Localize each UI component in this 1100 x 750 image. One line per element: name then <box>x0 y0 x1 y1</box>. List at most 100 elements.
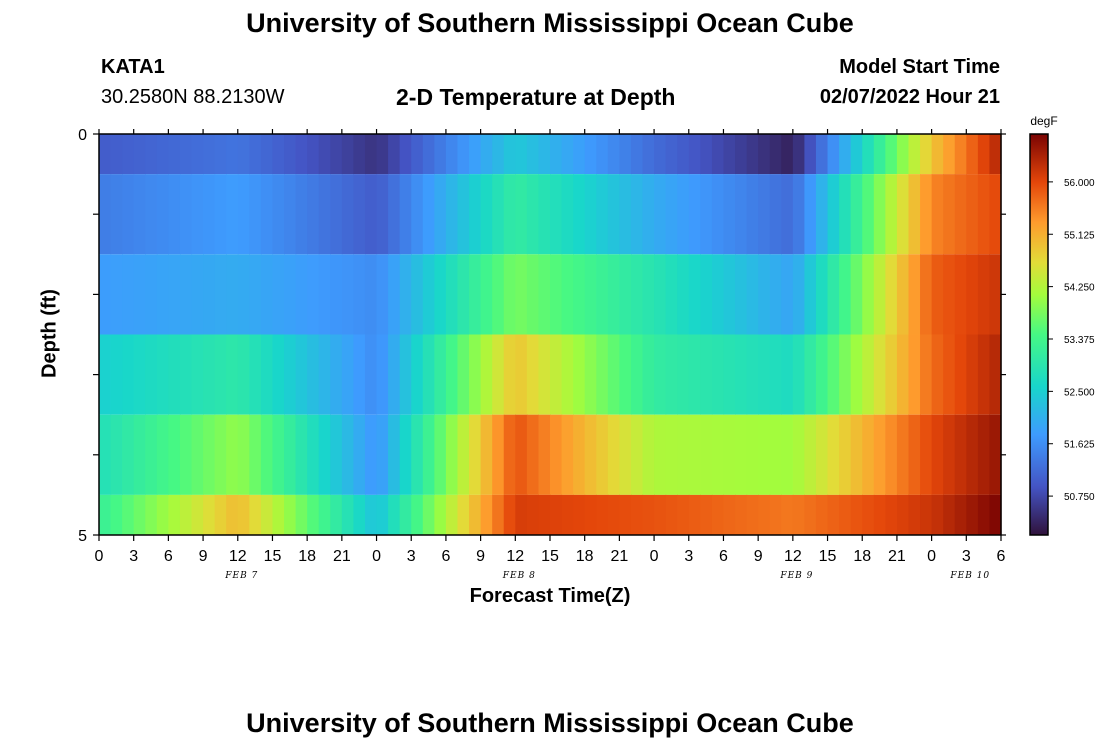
heat-cell <box>237 494 250 535</box>
heat-cell <box>989 174 1002 255</box>
heat-cell <box>226 254 239 335</box>
heat-cell <box>260 254 274 335</box>
heat-cell <box>364 134 378 175</box>
model-start-value: 02/07/2022 Hour 21 <box>819 86 1000 108</box>
heat-cell <box>977 414 991 495</box>
heat-cell <box>503 414 516 495</box>
heat-cell <box>330 134 343 175</box>
heat-cell <box>815 494 829 535</box>
heat-cell <box>550 134 563 175</box>
heat-cell <box>989 494 1002 535</box>
heat-cell <box>862 254 875 335</box>
heat-cell <box>156 254 169 335</box>
heat-cell <box>781 174 794 255</box>
heat-cell <box>99 174 112 255</box>
heat-cell <box>954 134 967 175</box>
heat-cell <box>422 174 435 255</box>
heat-cell <box>179 254 193 335</box>
date-labels: FEB 7 FEB 8 FEB 9 FEB 10 <box>224 571 989 581</box>
heat-cell <box>792 494 806 535</box>
heat-cell <box>677 174 690 255</box>
heat-cell <box>954 254 967 335</box>
heat-cell <box>758 414 771 495</box>
heat-cell <box>307 494 320 535</box>
heat-cell <box>815 134 829 175</box>
heat-cell <box>642 414 655 495</box>
heat-cell <box>630 494 644 535</box>
heat-cell <box>596 334 609 415</box>
heat-cell <box>411 494 424 535</box>
heat-cell <box>388 174 401 255</box>
heat-cell <box>839 174 852 255</box>
heat-cell <box>815 254 829 335</box>
heat-cell <box>827 334 840 415</box>
heat-cell <box>364 334 378 415</box>
heat-cell <box>700 334 713 415</box>
x-tick-label: 0 <box>372 548 381 565</box>
heat-cell <box>307 414 320 495</box>
x-tick-label: 0 <box>927 548 936 565</box>
heat-cell <box>654 494 667 535</box>
heat-cell <box>677 414 690 495</box>
heat-cell <box>688 134 701 175</box>
heat-cell <box>492 134 505 175</box>
heat-cell <box>723 174 736 255</box>
heat-cell <box>584 174 597 255</box>
heat-cell <box>503 134 516 175</box>
heat-cell <box>122 174 135 255</box>
heat-cell <box>700 254 713 335</box>
heat-cell <box>908 254 921 335</box>
colorbar-tick-label: 55.125 <box>1064 230 1095 241</box>
page-title-repeat: University of Southern Mississippi Ocean… <box>246 708 854 738</box>
heat-cell <box>966 134 979 175</box>
heat-cell <box>318 414 331 495</box>
heat-cell <box>422 494 435 535</box>
heat-cell <box>341 254 355 335</box>
heat-cell <box>226 494 239 535</box>
heat-cell <box>596 414 609 495</box>
heat-cell <box>457 254 470 335</box>
heat-cell <box>827 414 840 495</box>
heat-cell <box>399 414 412 495</box>
heat-cell <box>584 134 597 175</box>
heat-cell <box>781 134 794 175</box>
heat-cell <box>711 174 725 255</box>
heat-cell <box>908 134 921 175</box>
heat-cell <box>561 134 574 175</box>
heat-cell <box>469 334 482 415</box>
heat-cell <box>156 334 169 415</box>
heat-cell <box>873 414 886 495</box>
heat-cell <box>596 134 609 175</box>
heat-cell <box>989 334 1002 415</box>
heat-cell <box>249 494 262 535</box>
heat-cell <box>295 254 308 335</box>
heat-cell <box>931 174 944 255</box>
heat-cell <box>388 334 401 415</box>
heat-cell <box>688 254 701 335</box>
heat-cell <box>677 134 690 175</box>
heat-cell <box>353 134 366 175</box>
heat-cell <box>966 254 979 335</box>
heat-cell <box>711 254 725 335</box>
heat-cell <box>260 174 274 255</box>
heat-cell <box>122 414 135 495</box>
heat-cell <box>977 254 991 335</box>
heat-cell <box>584 414 597 495</box>
heat-cell <box>133 414 146 495</box>
heat-cell <box>711 134 725 175</box>
heat-cell <box>654 414 667 495</box>
heat-cell <box>989 254 1002 335</box>
chart-title: 2-D Temperature at Depth <box>396 84 676 110</box>
heat-cell <box>133 134 146 175</box>
heat-cell <box>769 174 782 255</box>
heat-cell <box>399 174 412 255</box>
heat-cell <box>249 254 262 335</box>
heat-cell <box>839 334 852 415</box>
colorbar-tick-label: 50.750 <box>1064 492 1095 503</box>
date-label: FEB 7 <box>224 571 258 581</box>
heat-cell <box>954 334 967 415</box>
heat-cell <box>989 134 1002 175</box>
heat-cell <box>746 254 759 335</box>
x-tick-label: 18 <box>576 548 594 565</box>
heat-cell <box>885 494 898 535</box>
